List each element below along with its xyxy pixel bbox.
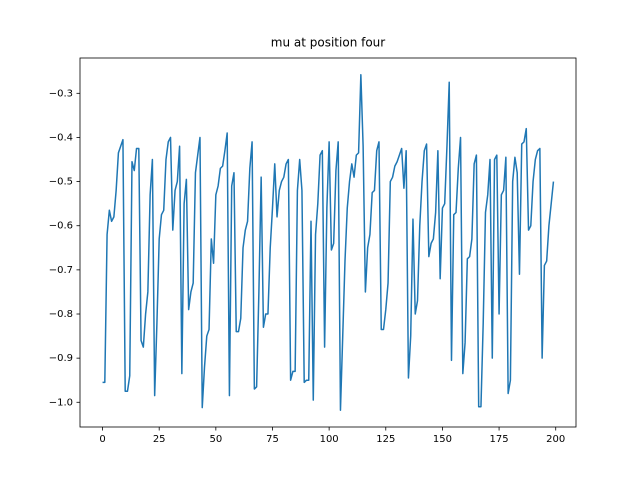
x-tick-label: 150 bbox=[433, 434, 452, 445]
y-tick-label: −0.6 bbox=[49, 221, 73, 232]
y-tick-label: −0.5 bbox=[49, 177, 73, 188]
data-line bbox=[102, 74, 555, 411]
axes-frame bbox=[79, 57, 577, 428]
x-tick-label: 50 bbox=[209, 434, 222, 445]
y-tick-label: −0.3 bbox=[49, 88, 73, 99]
y-tick-label: −1.0 bbox=[49, 397, 73, 408]
x-tick-label: 200 bbox=[546, 434, 565, 445]
y-tick-label: −0.4 bbox=[49, 132, 73, 143]
x-tick-label: 0 bbox=[99, 434, 105, 445]
x-tick-label: 25 bbox=[153, 434, 166, 445]
chart-title: mu at position four bbox=[271, 36, 386, 50]
x-tick-label: 100 bbox=[320, 434, 339, 445]
x-tick-label: 125 bbox=[376, 434, 395, 445]
x-tick-label: 175 bbox=[490, 434, 509, 445]
y-tick-label: −0.9 bbox=[49, 353, 73, 364]
y-tick-label: −0.8 bbox=[49, 309, 73, 320]
y-tick-label: −0.7 bbox=[49, 265, 73, 276]
x-tick-label: 75 bbox=[266, 434, 279, 445]
